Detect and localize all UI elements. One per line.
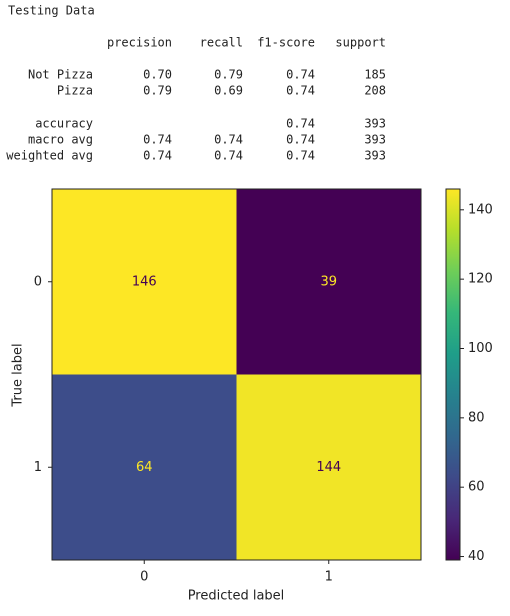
heatmap-cell <box>236 374 421 560</box>
colorbar-tick-label: 100 <box>468 341 493 356</box>
plot-frame <box>51 188 422 561</box>
x-axis-label: Predicted label <box>188 589 285 604</box>
report-header: f1-score <box>257 36 315 50</box>
report-cell: 393 <box>364 133 386 147</box>
colorbar-tick-label: 80 <box>468 410 485 425</box>
colorbar <box>445 188 461 561</box>
y-tick-label: 0 <box>34 274 42 289</box>
report-cell: 185 <box>364 68 386 82</box>
report-cell: 393 <box>364 117 386 131</box>
report-row-label: weighted avg <box>6 149 93 163</box>
report-cell: 393 <box>364 149 386 163</box>
report-cell: 0.79 <box>214 68 243 82</box>
cell-label: 64 <box>136 460 153 475</box>
report-cell: 0.79 <box>143 84 172 98</box>
report-cell: 0.69 <box>214 84 243 98</box>
y-axis-label: True label <box>11 343 26 407</box>
report-header: recall <box>200 36 243 50</box>
report-title: Testing Data <box>8 4 95 18</box>
heatmap-cell <box>52 189 237 375</box>
report-cell: 0.74 <box>286 84 315 98</box>
report-cell: 0.74 <box>286 68 315 82</box>
report-row-label: accuracy <box>35 117 93 131</box>
x-tick-label: 0 <box>140 570 148 585</box>
report-row-label: Pizza <box>57 84 93 98</box>
report-cell: 0.70 <box>143 68 172 82</box>
report-cell: 0.74 <box>214 149 243 163</box>
report-header: support <box>335 36 386 50</box>
y-tick-label: 1 <box>34 460 42 475</box>
heatmap-cell <box>52 374 237 560</box>
heatmap-cell <box>236 189 421 375</box>
cell-label: 146 <box>132 274 157 289</box>
x-tick-label: 1 <box>325 570 333 585</box>
report-cell: 0.74 <box>286 117 315 131</box>
colorbar-tick-label: 60 <box>468 480 485 495</box>
report-cell: 0.74 <box>286 149 315 163</box>
cell-label: 144 <box>316 460 341 475</box>
report-row-label: macro avg <box>28 133 93 147</box>
colorbar-tick-label: 120 <box>468 272 493 287</box>
report-cell: 0.74 <box>143 133 172 147</box>
colorbar-tick-label: 140 <box>468 202 493 217</box>
report-cell: 0.74 <box>286 133 315 147</box>
report-header: precision <box>107 36 172 50</box>
report-cell: 208 <box>364 84 386 98</box>
colorbar-tick-label: 40 <box>468 549 485 564</box>
report-row-label: Not Pizza <box>28 68 93 82</box>
cell-label: 39 <box>320 274 337 289</box>
report-cell: 0.74 <box>143 149 172 163</box>
report-cell: 0.74 <box>214 133 243 147</box>
